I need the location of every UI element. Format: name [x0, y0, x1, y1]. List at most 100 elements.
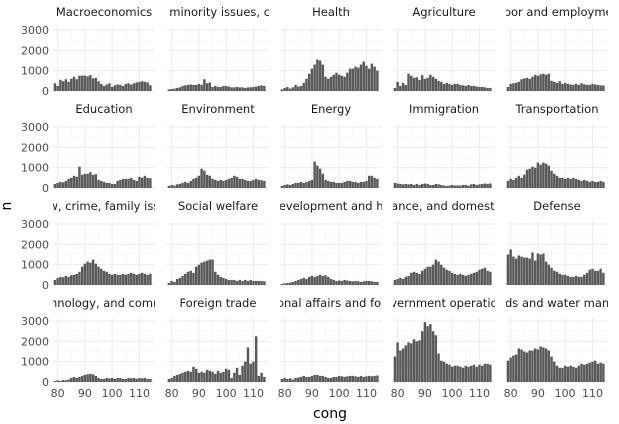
bar — [252, 86, 255, 91]
bar — [167, 378, 171, 382]
bar — [194, 84, 198, 91]
bar — [591, 361, 594, 382]
bar — [599, 85, 602, 91]
bar — [280, 283, 284, 285]
x-tick-label: 110 — [129, 387, 150, 400]
bar — [127, 273, 130, 285]
bar — [263, 376, 266, 382]
bar — [434, 259, 438, 285]
bar — [531, 252, 534, 285]
bar — [558, 177, 561, 188]
bar — [512, 83, 515, 91]
bar — [86, 76, 89, 91]
bar — [291, 281, 295, 285]
bar — [219, 276, 222, 285]
bar — [175, 278, 179, 285]
bar — [423, 78, 427, 91]
bar — [547, 165, 551, 188]
bar — [294, 84, 297, 91]
bar — [305, 181, 308, 188]
bar — [475, 271, 478, 285]
bar — [440, 360, 443, 382]
bar — [59, 380, 62, 382]
bar — [80, 266, 84, 285]
bar — [64, 275, 68, 285]
bar — [175, 184, 179, 188]
facet-strip-label: Defense — [533, 199, 580, 213]
bar — [512, 355, 515, 382]
bar — [235, 176, 239, 188]
bar — [75, 377, 78, 382]
bar — [434, 183, 438, 188]
bar — [550, 170, 553, 188]
bar — [192, 178, 195, 188]
bar — [544, 163, 548, 188]
bar — [89, 262, 92, 285]
bar — [599, 180, 602, 188]
facet-panel: Health — [280, 5, 382, 92]
bar — [235, 86, 239, 91]
bar — [75, 79, 78, 91]
bar — [442, 361, 446, 382]
facet-panel: Immigration — [393, 102, 495, 189]
bar — [307, 73, 311, 91]
bar — [100, 268, 103, 285]
bar — [113, 183, 117, 188]
bar — [102, 181, 106, 188]
bar — [335, 182, 338, 188]
bar — [110, 377, 114, 382]
bar — [244, 361, 247, 382]
facet-panel: Transportation — [506, 102, 608, 189]
bar — [102, 85, 106, 91]
bar — [483, 87, 487, 91]
bar — [222, 277, 225, 285]
bar — [547, 350, 551, 382]
bar — [340, 280, 344, 285]
bar — [412, 77, 416, 91]
bar — [517, 175, 521, 188]
bar — [216, 274, 220, 285]
bar — [61, 277, 65, 285]
bar — [450, 84, 454, 91]
bar — [197, 264, 201, 285]
x-tick-label: 110 — [469, 387, 490, 400]
bar — [173, 281, 176, 285]
bar — [105, 84, 108, 91]
bar — [211, 259, 214, 285]
bar — [305, 278, 308, 285]
bar — [429, 184, 432, 188]
bar — [307, 376, 311, 382]
bar — [486, 270, 489, 285]
bar — [506, 180, 510, 188]
bar — [514, 258, 518, 285]
bar — [423, 322, 427, 382]
facet-panel: nds and water mana 80 90 100 110 — [504, 296, 608, 400]
bar — [216, 370, 220, 382]
bar — [113, 378, 117, 382]
bar — [283, 184, 286, 188]
bar — [260, 180, 263, 188]
y-tick-label: 1000 — [21, 65, 49, 78]
bar — [396, 278, 399, 285]
bar — [53, 279, 57, 285]
bar — [359, 64, 363, 91]
bar — [563, 82, 567, 91]
bar — [357, 281, 360, 285]
bar — [357, 376, 360, 382]
facet-panel: aw, crime, family issu 0 1000 2000 3000 — [21, 199, 155, 292]
bar — [302, 375, 305, 382]
facet-strip-label: chnology, and comm — [44, 296, 165, 310]
bar — [583, 364, 586, 382]
facet-strip-label: Education — [75, 102, 132, 116]
bar — [459, 185, 462, 188]
bar — [149, 85, 152, 91]
y-tick-label: 2000 — [21, 335, 49, 348]
bar — [241, 365, 244, 382]
bar — [467, 185, 470, 188]
bar — [233, 372, 236, 382]
facet-panel: Energy — [280, 102, 382, 189]
bar — [486, 363, 489, 382]
bar — [203, 170, 206, 188]
bar — [412, 339, 416, 382]
